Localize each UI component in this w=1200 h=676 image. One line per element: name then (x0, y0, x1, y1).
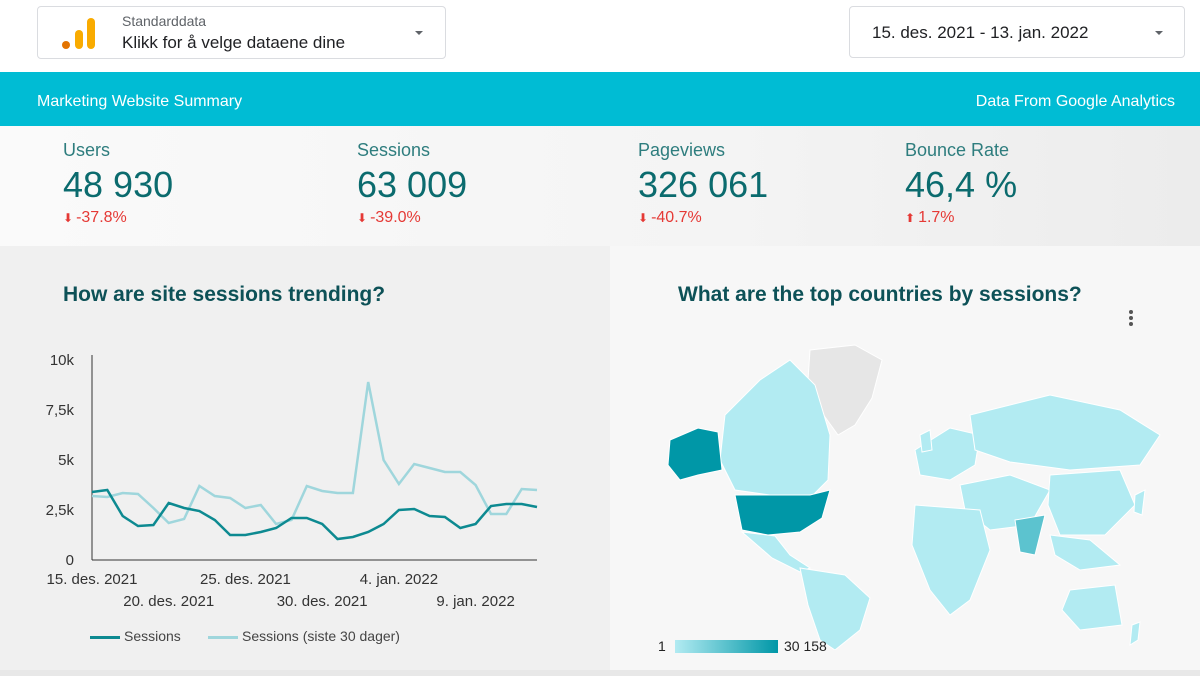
kpi-value: 48 930 (63, 164, 174, 205)
legend-label: Sessions (siste 30 dager) (242, 628, 400, 644)
region-australia (1061, 584, 1123, 631)
chevron-down-icon (415, 31, 423, 35)
chevron-down-icon (1155, 31, 1163, 35)
y-tick-label: 5k (58, 452, 74, 469)
region-japan (1133, 489, 1146, 516)
arrow-down-icon: ⬇ (638, 211, 649, 225)
region-canada (719, 359, 831, 499)
map-scale-max: 30 158 (784, 638, 827, 654)
region-uk (919, 429, 933, 453)
region-mexico (740, 531, 812, 573)
legend-swatch-sessions (90, 635, 120, 639)
y-tick-label: 10k (50, 352, 75, 369)
trend-chart-title: How are site sessions trending? (63, 283, 386, 306)
chart-legend: Sessions (siste 30 dager) (208, 628, 400, 646)
kpi-label: Sessions (357, 140, 431, 160)
data-source-selector[interactable]: Standarddata Klikk for å velge dataene d… (37, 6, 446, 59)
arrow-down-icon: ⬇ (357, 211, 368, 225)
report-title: Marketing Website Summary (37, 93, 243, 110)
kpi-value: 326 061 (638, 164, 769, 205)
chart-legend: Sessions (90, 628, 181, 646)
kpi-label: Pageviews (638, 140, 726, 160)
x-tick-label: 9. jan. 2022 (436, 593, 514, 610)
y-tick-label: 0 (66, 552, 74, 569)
legend-label: Sessions (124, 628, 181, 644)
region-new-zealand (1129, 621, 1141, 646)
x-tick-label: 15. des. 2021 (47, 571, 138, 588)
x-tick-label: 30. des. 2021 (277, 593, 368, 610)
region-russia (969, 394, 1161, 471)
bottom-divider (0, 670, 1200, 676)
more-options-icon[interactable] (1125, 308, 1137, 328)
data-source-value: Klikk for å velge dataene dine (122, 33, 346, 52)
region-southeast-asia (1049, 534, 1122, 571)
kpi-scorecards: Users 48 930 ⬇ -37.8% Sessions 63 009 ⬇ -3… (0, 126, 1200, 246)
map-scale-min: 1 (658, 638, 666, 654)
map-color-scale (675, 640, 778, 653)
legend-swatch-sessions-30d (208, 635, 238, 639)
kpi-label: Users (63, 140, 111, 160)
series-sessions-30d-line[interactable] (91, 381, 538, 526)
data-source-label: Standarddata (122, 13, 207, 29)
arrow-up-icon: ⬆ (905, 211, 916, 225)
report-source: Data From Google Analytics (975, 93, 1175, 110)
arrow-down-icon: ⬇ (63, 211, 74, 225)
kpi-delta: ⬇ -40.7% (638, 209, 702, 226)
kpi-value: 63 009 (357, 164, 468, 205)
world-map[interactable] (650, 340, 1170, 650)
region-usa (734, 489, 831, 536)
x-tick-label: 4. jan. 2022 (360, 571, 438, 588)
y-tick-label: 7,5k (46, 402, 75, 419)
series-sessions-line[interactable] (91, 488, 538, 541)
report-header: Marketing Website Summary Data From Goog… (0, 72, 1200, 126)
google-analytics-icon (62, 18, 95, 49)
kpi-value: 46,4 % (905, 164, 1018, 205)
kpi-label: Bounce Rate (905, 140, 1010, 160)
date-range-value: 15. des. 2021 - 13. jan. 2022 (872, 23, 1089, 42)
map-chart-title: What are the top countries by sessions? (678, 283, 1082, 306)
sessions-trend-chart[interactable]: 0 2,5k 5k 7,5k 10k 15. des. 2021 20. des. 2021… (0, 350, 610, 620)
x-tick-label: 25. des. 2021 (200, 571, 291, 588)
region-east-asia (1047, 469, 1136, 536)
kpi-delta: ⬇ -39.0% (357, 209, 421, 226)
date-range-selector[interactable]: 15. des. 2021 - 13. jan. 2022 (849, 6, 1185, 58)
kpi-delta: ⬆ 1.7% (905, 209, 955, 226)
trend-panel (0, 246, 610, 676)
region-south-america (799, 567, 871, 650)
top-toolbar: Standarddata Klikk for å velge dataene d… (0, 0, 1200, 72)
y-tick-label: 2,5k (46, 502, 75, 519)
region-india (1014, 514, 1046, 556)
region-africa (911, 504, 991, 616)
x-tick-label: 20. des. 2021 (123, 593, 214, 610)
kpi-delta: ⬇ -37.8% (63, 209, 127, 226)
region-alaska (667, 427, 723, 481)
